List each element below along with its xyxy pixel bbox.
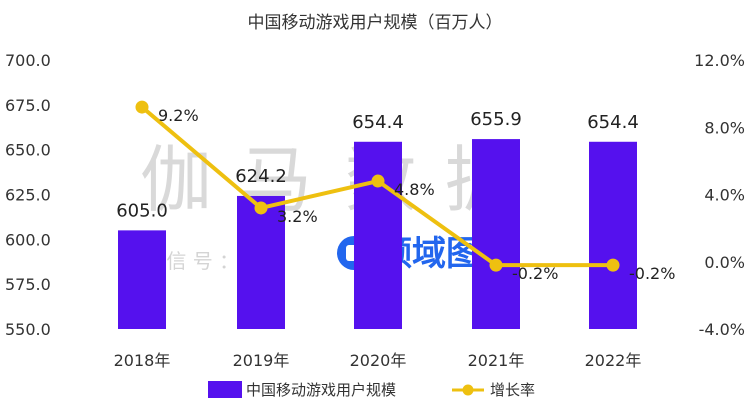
growth-marker — [254, 201, 268, 215]
legend: 中国移动游戏用户规模 增长率 — [208, 381, 535, 399]
bar-value-label: 624.2 — [235, 166, 287, 187]
left-tick-label: 700.0 — [5, 51, 51, 70]
left-tick-label: 575.0 — [5, 275, 51, 294]
growth-marker — [135, 100, 149, 114]
left-tick-label: 650.0 — [5, 141, 51, 160]
category-label: 2022年 — [585, 351, 642, 370]
bar — [118, 230, 166, 329]
growth-marker — [371, 174, 385, 188]
bar — [472, 139, 520, 329]
rate-value-label: -0.2% — [629, 264, 675, 283]
x-axis: 2018年 2019年 2020年 2021年 2022年 — [114, 351, 642, 370]
bar-value-label: 655.9 — [470, 109, 522, 130]
left-tick-label: 675.0 — [5, 96, 51, 115]
legend-line-label: 增长率 — [490, 381, 535, 399]
rate-value-label: 9.2% — [158, 106, 199, 125]
bar-value-label: 654.4 — [587, 112, 639, 133]
legend-bar-label: 中国移动游戏用户规模 — [246, 381, 396, 399]
left-tick-label: 550.0 — [5, 320, 51, 339]
category-label: 2020年 — [350, 351, 407, 370]
legend-line-marker — [462, 384, 474, 396]
bar — [354, 141, 402, 329]
category-label: 2018年 — [114, 351, 171, 370]
bar — [237, 195, 285, 329]
bar — [589, 141, 637, 329]
rate-value-label: 3.2% — [277, 207, 318, 226]
left-tick-label: 600.0 — [5, 230, 51, 249]
watermark-char: 伽 — [140, 138, 212, 222]
line-series — [135, 100, 620, 272]
bar-value-label: 605.0 — [116, 200, 168, 221]
bar-value-label: 654.4 — [352, 112, 404, 133]
right-tick-label: 4.0% — [704, 186, 745, 205]
right-tick-label: 0.0% — [704, 253, 745, 272]
right-tick-label: 12.0% — [694, 51, 745, 70]
bar-series — [118, 139, 637, 329]
left-axis: 700.0 675.0 650.0 625.0 600.0 575.0 550.0 — [5, 51, 51, 339]
chart-title: 中国移动游戏用户规模（百万人） — [248, 13, 503, 33]
legend-bar-swatch — [208, 381, 242, 398]
category-label: 2019年 — [233, 351, 290, 370]
category-label: 2021年 — [468, 351, 525, 370]
rate-value-label: 4.8% — [394, 180, 435, 199]
right-tick-label: 8.0% — [704, 118, 745, 137]
rate-value-label: -0.2% — [512, 264, 558, 283]
growth-marker — [489, 258, 503, 272]
left-tick-label: 625.0 — [5, 186, 51, 205]
watermark: 伽马数据微 信 号 ：领域图 — [140, 138, 517, 274]
right-axis: 12.0% 8.0% 4.0% 0.0% -4.0% — [694, 51, 745, 339]
right-tick-label: -4.0% — [699, 320, 745, 339]
data-labels: 605.0 624.2 654.4 655.9 654.4 9.2% 3.2% 4.8% -0.… — [116, 106, 675, 283]
growth-marker — [606, 258, 620, 272]
